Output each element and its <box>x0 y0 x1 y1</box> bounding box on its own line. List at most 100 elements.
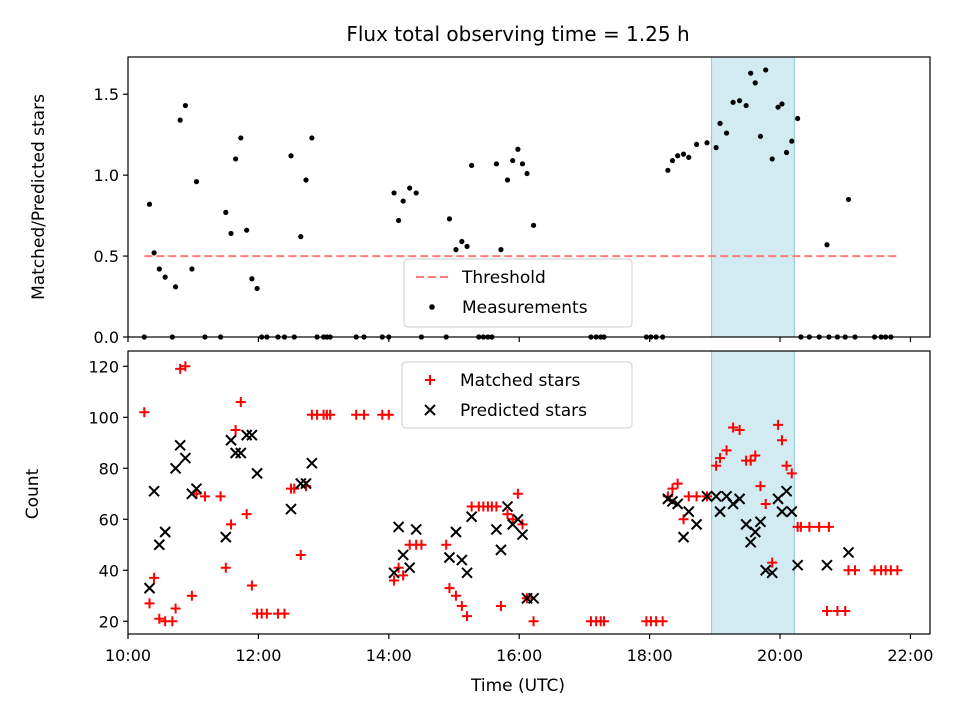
top-point-measurement <box>510 157 516 164</box>
bottom-point-matched <box>359 409 370 420</box>
bottom-point-predicted <box>727 498 739 510</box>
bottom-point-matched <box>821 606 832 617</box>
bottom-point-matched <box>325 409 336 420</box>
bottom-point-matched <box>450 590 461 601</box>
top-point-measurement <box>146 201 153 207</box>
top-point-measurement <box>752 80 758 86</box>
bottom-point-predicted <box>225 434 237 446</box>
bottom-point-predicted <box>780 485 793 497</box>
top-point-measurement <box>177 117 183 123</box>
bottom-point-matched <box>220 562 231 573</box>
bottom-point-matched <box>760 498 771 509</box>
top-y-tick-label: 1.0 <box>94 166 119 185</box>
bottom-point-predicted <box>388 567 400 579</box>
top-point-measurement <box>193 179 200 185</box>
bottom-point-predicted <box>240 429 253 441</box>
top-point-measurement <box>172 284 179 290</box>
top-point-measurement <box>504 177 511 183</box>
bottom-y-axis-label: Count <box>23 468 43 519</box>
bottom-point-matched <box>398 570 409 581</box>
bottom-point-predicted <box>450 526 462 538</box>
bottom-y-tick-label: 80 <box>99 459 119 478</box>
bottom-point-predicted <box>410 523 422 536</box>
bottom-point-predicted <box>235 447 247 459</box>
bottom-point-predicted <box>512 513 524 525</box>
bottom-x-tick-label: 18:00 <box>627 646 673 665</box>
bottom-point-predicted <box>246 429 258 441</box>
bottom-point-predicted <box>159 526 171 538</box>
bottom-point-predicted <box>671 498 684 510</box>
bottom-point-matched <box>444 583 455 594</box>
top-point-measurement <box>795 115 801 122</box>
bottom-point-predicted <box>403 562 416 574</box>
bottom-point-matched <box>721 445 732 456</box>
top-point-measurement <box>824 242 830 248</box>
bottom-point-matched <box>755 481 766 492</box>
top-point-measurement <box>303 177 309 183</box>
bottom-point-matched <box>734 425 745 436</box>
bottom-point-predicted <box>251 467 263 480</box>
bottom-point-predicted <box>229 447 242 459</box>
bottom-x-tick-label: 16:00 <box>496 646 542 665</box>
bottom-panel: Count Time (UTC) 20 40 60 80 100 120 10:00 12:0… <box>23 350 933 696</box>
bottom-point-matched <box>383 409 394 420</box>
bottom-point-predicted <box>179 452 192 464</box>
bottom-x-tick-label: 12:00 <box>235 646 281 665</box>
bottom-point-predicted <box>490 523 503 536</box>
bottom-point-predicted <box>527 592 540 605</box>
top-point-measurement <box>493 161 499 167</box>
top-point-measurement <box>845 196 852 203</box>
bottom-point-predicted <box>300 477 312 490</box>
bottom-point-matched <box>235 396 246 407</box>
bottom-axes-frame <box>127 350 931 635</box>
bottom-point-matched <box>462 611 473 622</box>
top-axes-frame <box>127 56 931 338</box>
bottom-point-matched <box>144 598 155 609</box>
top-point-measurement <box>730 99 736 105</box>
bottom-point-predicted <box>740 518 752 531</box>
bottom-point-predicted <box>143 582 156 594</box>
bottom-point-predicted <box>759 564 772 576</box>
bottom-point-predicted <box>786 505 798 518</box>
bottom-legend-label: Matched stars <box>460 371 580 391</box>
top-point-measurement <box>775 104 781 110</box>
top-point-measurement <box>395 217 402 224</box>
top-legend-label: Threshold <box>461 268 546 288</box>
top-point-measurement <box>459 238 465 245</box>
top-point-measurement <box>298 234 304 240</box>
bottom-point-predicted <box>285 503 297 515</box>
bottom-x-tick-label: 10:00 <box>105 646 151 665</box>
bottom-point-matched <box>175 363 186 374</box>
bottom-legend-matched-swatch <box>425 375 435 385</box>
bottom-plot-area: 20 40 60 80 100 120 10:00 12:00 14:00 16:00 18:00 2… <box>88 350 933 665</box>
bottom-point-predicted <box>153 539 166 551</box>
bottom-point-matched <box>711 460 722 471</box>
top-point-measurement <box>665 167 671 173</box>
top-point-measurement <box>524 170 530 177</box>
bottom-point-matched <box>667 483 678 494</box>
top-point-measurement <box>763 67 769 73</box>
bottom-point-matched <box>154 613 165 624</box>
bottom-point-matched <box>773 419 784 430</box>
bottom-point-matched <box>795 521 806 532</box>
bottom-point-predicted <box>701 490 713 503</box>
top-point-measurement <box>413 190 419 196</box>
bottom-point-matched <box>261 608 272 619</box>
bottom-point-matched <box>167 616 178 627</box>
bottom-point-matched <box>691 491 702 502</box>
bottom-point-matched <box>246 580 257 591</box>
bottom-y-tick-label: 120 <box>88 357 119 376</box>
bottom-legend-label: Predicted stars <box>460 401 587 421</box>
bottom-x-tick-label: 20:00 <box>757 646 803 665</box>
bottom-point-matched <box>598 616 609 627</box>
top-point-measurement <box>669 157 676 164</box>
bottom-point-matched <box>226 519 237 530</box>
top-point-measurement <box>238 135 244 141</box>
bottom-point-predicted <box>749 526 761 538</box>
top-point-measurement <box>446 216 453 222</box>
top-point-measurement <box>223 209 229 215</box>
top-point-measurement <box>680 151 687 157</box>
top-y-tick-label: 0.0 <box>94 328 119 347</box>
